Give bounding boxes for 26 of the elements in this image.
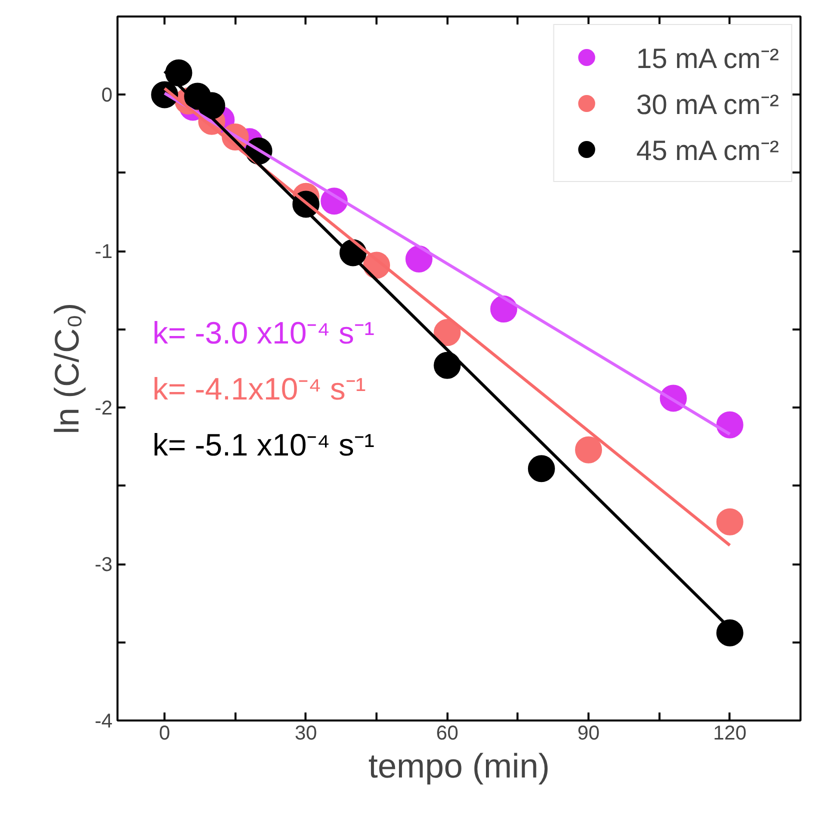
- y-tick-label: -3: [94, 554, 113, 576]
- point: [716, 411, 744, 438]
- x-tick-label: 120: [713, 722, 747, 744]
- x-tick-label: 0: [159, 722, 170, 744]
- y-tick-label: -4: [94, 710, 113, 732]
- x-axis-title: tempo (min): [368, 748, 550, 786]
- point: [490, 296, 518, 323]
- point: [716, 508, 744, 536]
- x-tick-label: 60: [436, 722, 458, 744]
- legend-label: 30 mA cm⁻²: [636, 88, 779, 122]
- point: [528, 455, 555, 482]
- x-tick-label: 30: [294, 722, 318, 744]
- x-tick-label: 90: [577, 722, 600, 744]
- point: [716, 619, 744, 646]
- annotation: k= -5.1 x10⁻⁴ s⁻¹: [152, 428, 374, 462]
- legend-label: 45 mA cm⁻²: [636, 134, 779, 168]
- y-tick-label: -1: [94, 241, 113, 264]
- legend-label: 15 mA cm⁻²: [636, 42, 779, 76]
- y-axis-title: ln (C/C₀): [48, 302, 87, 434]
- point: [434, 352, 461, 379]
- annotation: k= -3.0 x10⁻⁴ s⁻¹: [152, 316, 374, 350]
- annotation: k= -4.1x10⁻⁴ s⁻¹: [152, 372, 366, 406]
- y-tick-label: -2: [94, 398, 113, 420]
- y-tick-label: 0: [101, 84, 112, 107]
- point: [575, 436, 602, 464]
- point: [405, 246, 432, 272]
